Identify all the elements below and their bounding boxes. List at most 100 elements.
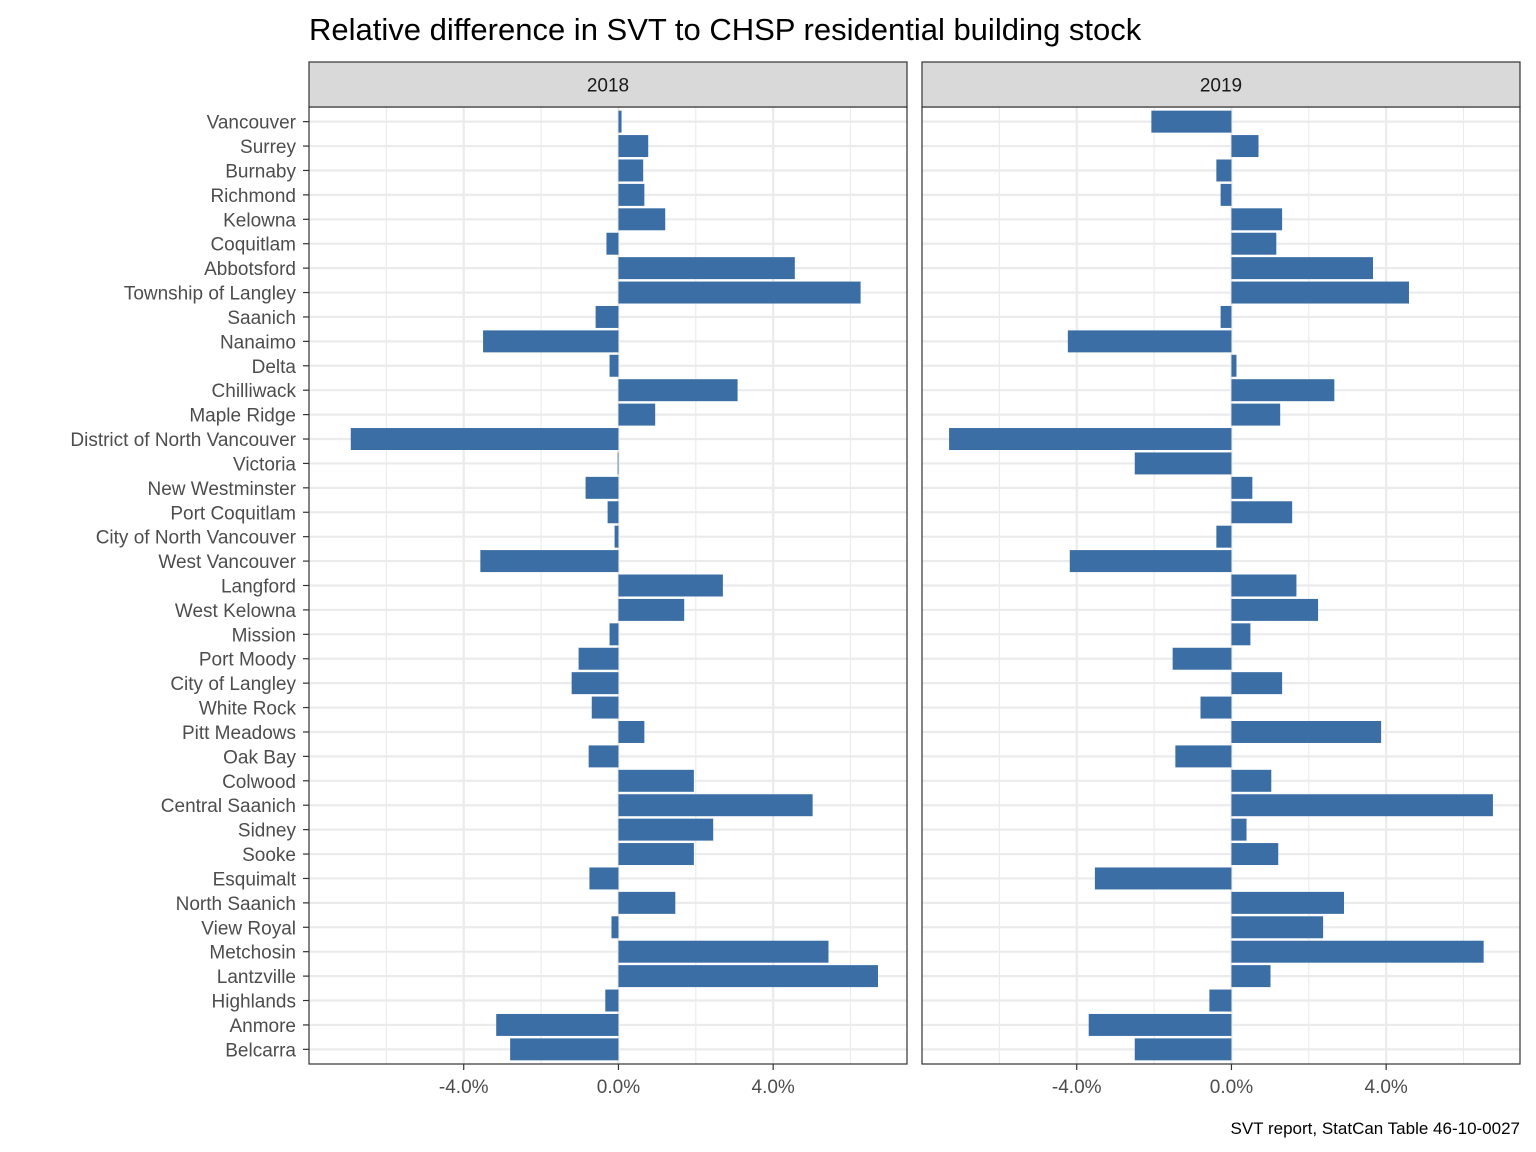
y-tick-label: White Rock [199, 699, 297, 720]
bar-2019-delta [1231, 354, 1237, 377]
bar-2019-lantzville [1231, 965, 1271, 988]
y-tick-label: Kelowna [223, 210, 296, 231]
x-tick-label: -4.0% [1052, 1077, 1102, 1098]
bar-2018-anmore [496, 1013, 619, 1036]
y-axis: Vancouver Surrey Burnaby Richmond Kelowna Coq… [70, 113, 309, 1061]
bar-2018-oak-bay [588, 745, 619, 768]
bar-2018-esquimalt [589, 867, 619, 890]
y-tick-label: Langford [221, 577, 296, 598]
y-tick-label: Belcarra [225, 1040, 296, 1061]
chart-caption: SVT report, StatCan Table 46-10-0027 [1231, 1119, 1521, 1138]
bar-2018-west-vancouver [480, 550, 619, 573]
y-tick-label: Anmore [229, 1016, 296, 1037]
bar-2019-view-royal [1231, 916, 1324, 939]
bar-2019-vancouver [1151, 110, 1232, 133]
y-tick-label: Coquitlam [210, 235, 296, 256]
y-tick-label: Abbotsford [204, 259, 296, 280]
bar-2019-coquitlam [1231, 232, 1277, 255]
y-tick-label: Burnaby [225, 161, 296, 182]
y-tick-label: Nanaimo [220, 332, 296, 353]
y-tick-label: West Vancouver [158, 552, 296, 573]
bar-2019-west-kelowna [1231, 598, 1319, 621]
bar-2018-new-westminster [585, 476, 619, 499]
bar-2018-delta [609, 354, 619, 377]
y-tick-label: Port Moody [199, 650, 297, 671]
y-tick-label: Highlands [212, 992, 297, 1013]
bar-2019-city-of-langley [1231, 672, 1283, 695]
bar-2019-mission [1231, 623, 1251, 646]
y-tick-label: Victoria [233, 454, 296, 475]
bar-2019-north-saanich [1231, 891, 1345, 914]
bar-2018-burnaby [618, 159, 644, 182]
bar-2019-sooke [1231, 843, 1279, 866]
bar-2019-burnaby [1216, 159, 1232, 182]
bar-2018-belcarra [510, 1038, 619, 1061]
facet-strip-label: 2019 [1200, 76, 1242, 97]
bar-2018-lantzville [618, 965, 878, 988]
bar-2019-saanich [1220, 305, 1232, 328]
bar-2018-central-saanich [618, 794, 813, 817]
bar-2019-metchosin [1231, 940, 1484, 963]
bar-2019-oak-bay [1175, 745, 1232, 768]
y-tick-label: Chilliwack [212, 381, 297, 402]
y-tick-label: Surrey [240, 137, 296, 158]
bar-2018-highlands [605, 989, 619, 1012]
bar-2018-west-kelowna [618, 598, 685, 621]
x-tick-label: 4.0% [1365, 1077, 1408, 1098]
x-tick-label: -4.0% [439, 1077, 489, 1098]
y-tick-label: District of North Vancouver [70, 430, 296, 451]
y-tick-label: Oak Bay [223, 747, 296, 768]
bar-2019-colwood [1231, 769, 1272, 792]
bar-2018-coquitlam [606, 232, 619, 255]
y-tick-label: Pitt Meadows [182, 723, 296, 744]
y-tick-label: City of Langley [170, 674, 296, 695]
y-tick-label: Township of Langley [124, 284, 297, 305]
bar-2019-highlands [1209, 989, 1232, 1012]
y-tick-label: Central Saanich [161, 796, 296, 817]
y-tick-label: City of North Vancouver [96, 528, 297, 549]
y-tick-label: Colwood [222, 772, 296, 793]
bar-2018-colwood [618, 769, 694, 792]
bar-2019-central-saanich [1231, 794, 1493, 817]
chart-title: Relative difference in SVT to CHSP resid… [309, 12, 1142, 47]
bar-2018-city-of-langley [571, 672, 619, 695]
bar-2018-abbotsford [618, 257, 795, 280]
facet-strip-label: 2018 [587, 76, 629, 97]
bar-2018-surrey [618, 135, 649, 158]
panel-2018: 2018 -4.0% 0.0% 4.0% [308, 61, 908, 1098]
bar-2019-township-of-langley [1231, 281, 1409, 304]
bar-2018-maple-ridge [618, 403, 656, 426]
bar-2018-view-royal [611, 916, 619, 939]
bar-2018-port-coquitlam [607, 501, 619, 524]
bar-2018-north-saanich [618, 891, 676, 914]
bar-2018-sidney [618, 818, 714, 841]
bar-2019-kelowna [1231, 208, 1283, 231]
bar-2018-victoria [617, 452, 619, 475]
bar-2018-kelowna [618, 208, 666, 231]
bar-2018-richmond [618, 183, 645, 206]
bar-2019-esquimalt [1094, 867, 1232, 890]
bar-2019-port-moody [1172, 647, 1232, 670]
y-tick-label: Lantzville [217, 967, 296, 988]
bar-2018-district-of-north-vancouver [350, 428, 619, 451]
bar-2019-nanaimo [1067, 330, 1232, 353]
bar-2019-west-vancouver [1069, 550, 1232, 573]
bar-2018-chilliwack [618, 379, 738, 402]
facet-strip [308, 61, 908, 108]
bar-2018-langford [618, 574, 723, 597]
bar-2019-pitt-meadows [1231, 720, 1382, 743]
bar-2019-belcarra [1134, 1038, 1232, 1061]
y-tick-label: Mission [232, 625, 296, 646]
bar-2019-new-westminster [1231, 476, 1253, 499]
y-tick-label: Sidney [238, 821, 297, 842]
bar-2018-metchosin [618, 940, 829, 963]
x-tick-label: 0.0% [597, 1077, 640, 1098]
y-tick-label: Metchosin [209, 943, 296, 964]
bar-2018-township-of-langley [618, 281, 861, 304]
bar-2019-sidney [1231, 818, 1247, 841]
y-tick-label: Esquimalt [213, 869, 297, 890]
bar-2018-mission [609, 623, 619, 646]
x-tick-label: 4.0% [752, 1077, 795, 1098]
y-tick-label: Maple Ridge [189, 406, 296, 427]
